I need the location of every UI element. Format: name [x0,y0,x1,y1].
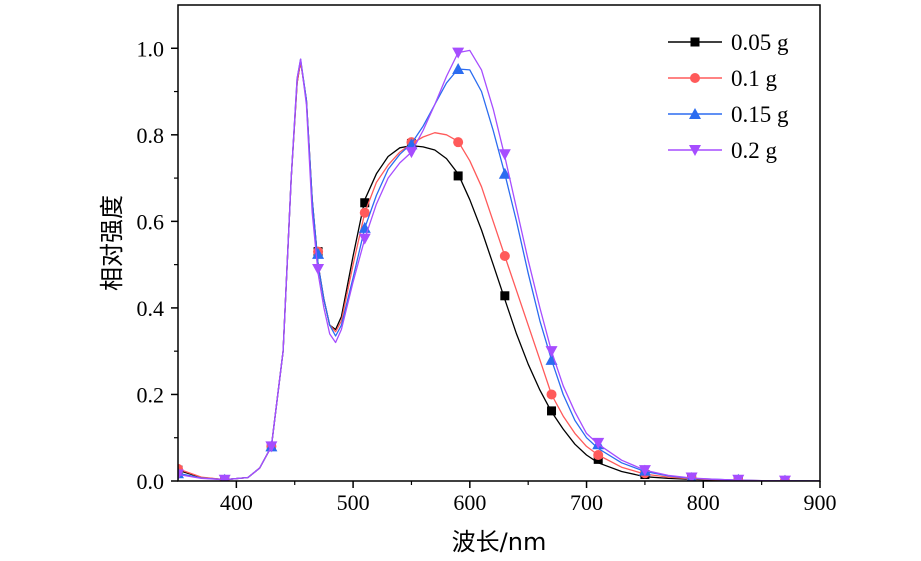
data-point [545,346,558,358]
y-axis-title: 相对强度 [98,195,126,291]
y-tick-label: 0.2 [137,382,165,407]
legend-label: 0.1 g [731,66,778,91]
data-point [498,167,511,179]
plot-area [178,47,820,481]
data-point [312,247,325,259]
axes: 400 500 600 700 800 900 0.0 0.2 0.4 0.6 0.8 1.0 波长… [98,4,837,556]
y-tick-label: 0.6 [137,209,165,234]
data-point [358,233,371,245]
x-tick-label: 900 [804,490,837,515]
data-point [592,437,605,449]
legend: 0.05 g 0.1 g 0.15 g 0.2 g [668,30,789,163]
y-tick-label: 0.4 [137,296,165,321]
x-axis-title: 波长/nm [452,528,547,556]
data-point [359,207,370,218]
data-point [547,406,557,416]
y-tick-label: 0.0 [137,469,165,494]
data-point [453,137,464,148]
axes-frame [177,4,821,482]
y-tick-label: 1.0 [137,36,165,61]
data-point [593,450,604,461]
x-tick-label: 600 [453,490,486,515]
x-axis: 400 500 600 700 800 900 [220,481,837,515]
data-point [546,389,557,400]
legend-marker [689,108,701,119]
series-line [178,49,820,481]
y-axis: 0.0 0.2 0.4 0.6 0.8 1.0 [137,36,178,494]
data-point [405,147,418,159]
data-point [500,291,510,301]
data-point [732,474,745,481]
data-point [453,171,463,181]
y-tick-label: 0.8 [137,123,165,148]
data-point [218,474,231,481]
legend-label: 0.2 g [731,138,778,163]
legend-marker [689,145,701,156]
data-point [452,47,465,59]
x-tick-label: 400 [220,490,253,515]
data-point [312,263,325,275]
legend-marker [690,73,700,83]
data-point [178,469,184,481]
data-point [778,475,791,481]
data-point [638,465,651,477]
data-point [452,63,465,75]
data-point [265,441,278,453]
series-0_2-g [178,47,820,481]
x-tick-label: 700 [570,490,603,515]
data-point [498,149,511,161]
data-point [685,472,698,481]
x-tick-label: 800 [687,490,720,515]
x-tick-label: 500 [337,490,370,515]
data-point [360,198,370,208]
data-point [499,250,510,261]
legend-label: 0.05 g [731,30,789,55]
legend-label: 0.15 g [731,102,789,127]
legend-marker [690,37,700,47]
